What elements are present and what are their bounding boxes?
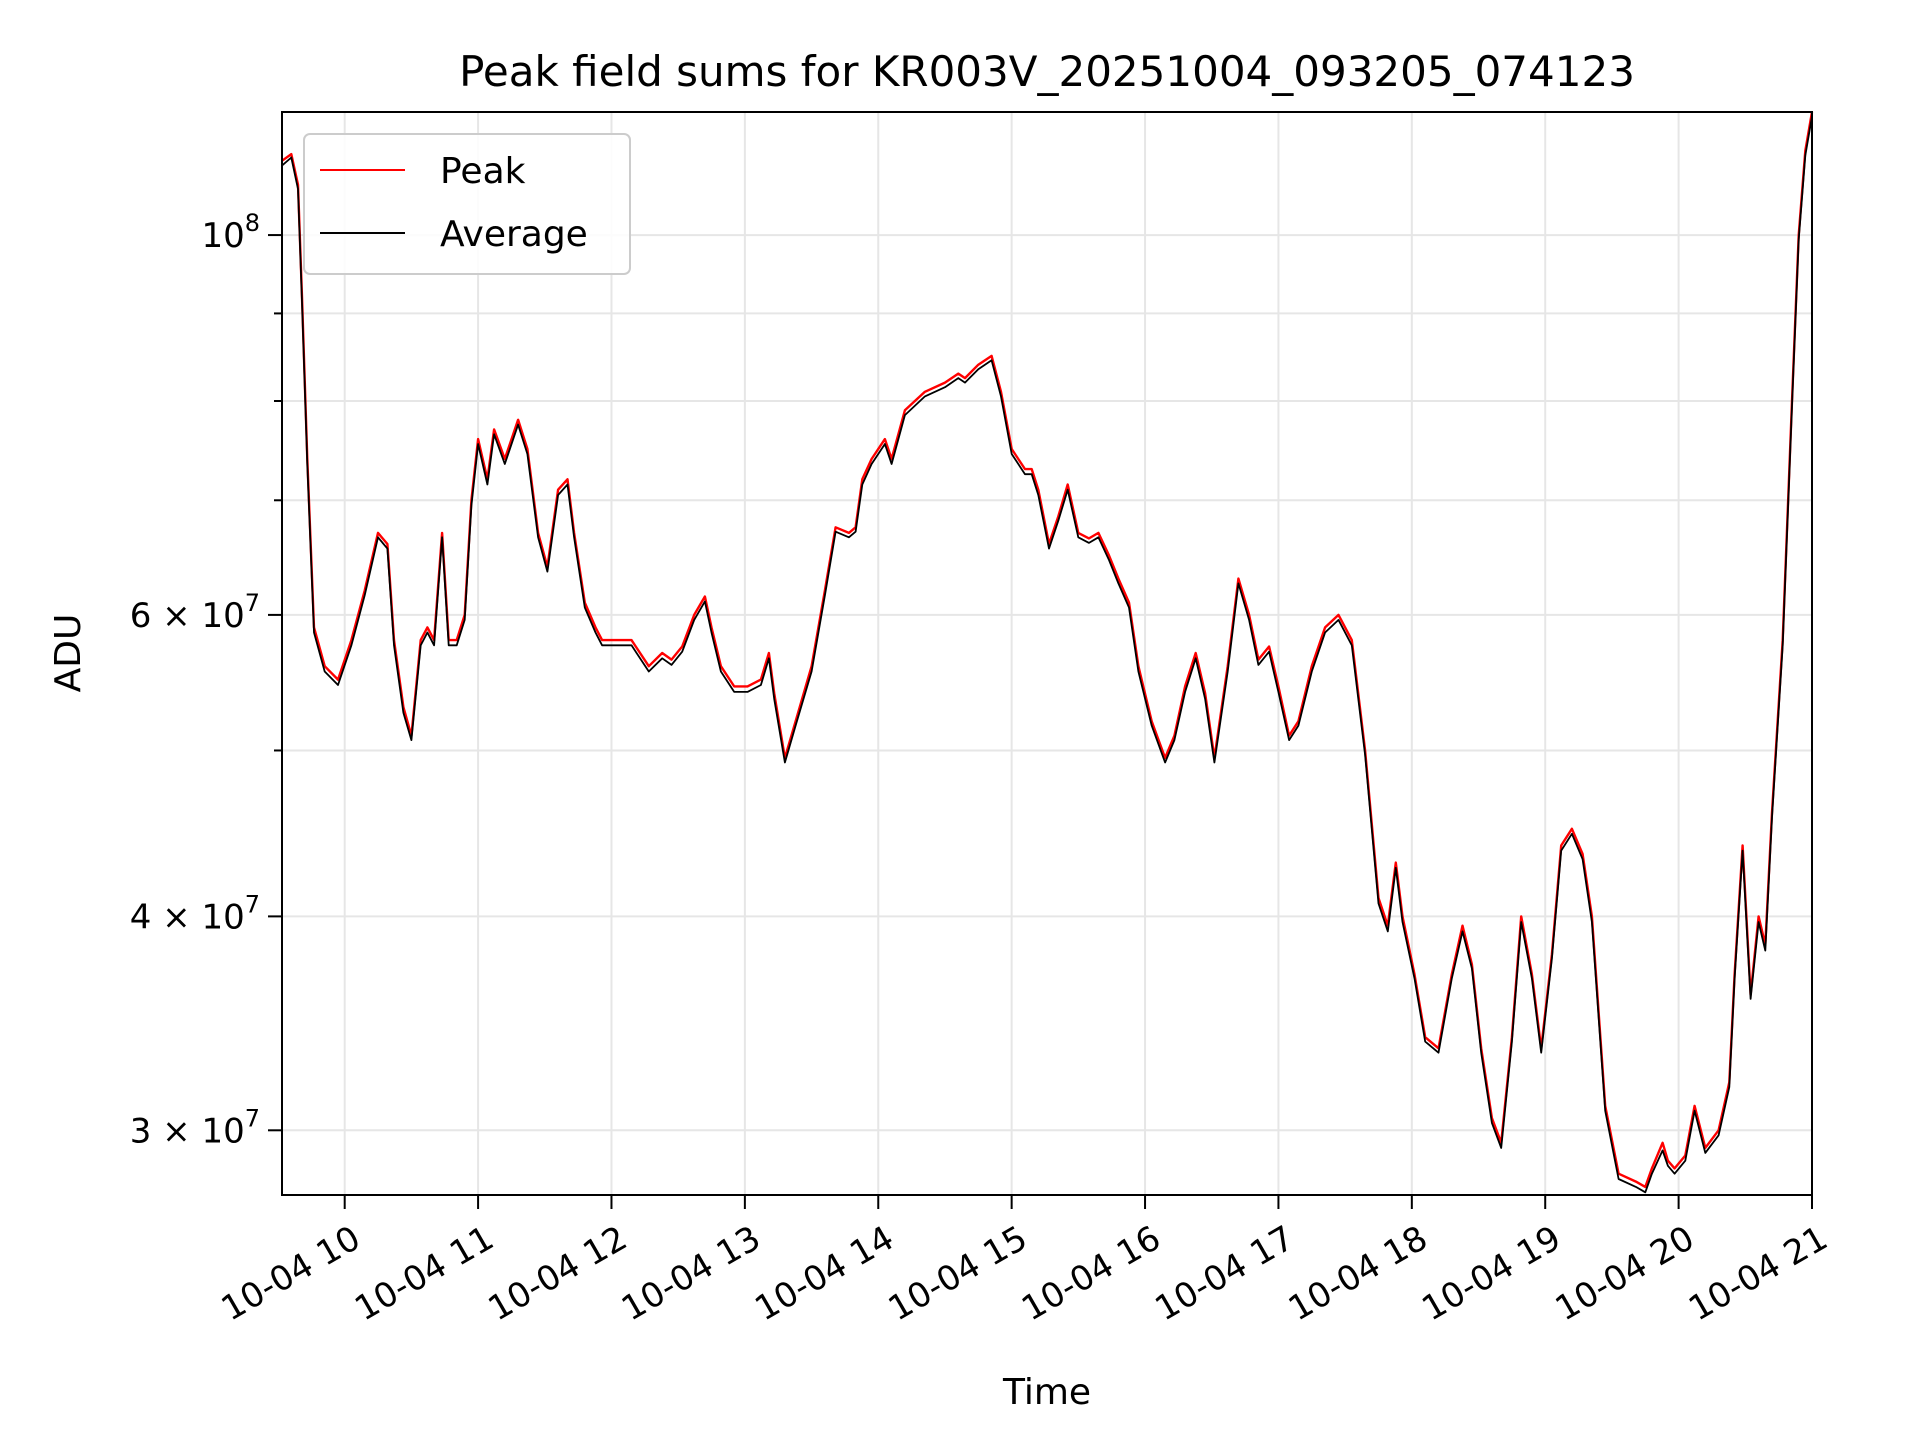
y-axis-label: ADU (48, 614, 89, 693)
y-tick-label: 6 × 107 (130, 589, 260, 636)
legend: Peak Average (303, 133, 631, 275)
series-lines (281, 111, 1814, 1194)
legend-average-label: Average (440, 214, 588, 255)
y-axis: 108 6 × 107 4 × 107 3 × 107 (130, 209, 282, 1151)
y-tick-label: 4 × 107 (130, 890, 260, 937)
series-line-peak (281, 111, 1814, 1189)
legend-peak-label: Peak (440, 151, 526, 192)
series-line-average (281, 116, 1813, 1194)
x-axis-label: Time (1002, 1372, 1091, 1413)
chart-title: Peak field sums for KR003V_20251004_0932… (459, 47, 1635, 96)
y-tick-label: 3 × 107 (130, 1104, 260, 1151)
y-tick-label: 108 (201, 209, 260, 256)
plot-frame (281, 111, 1813, 1196)
